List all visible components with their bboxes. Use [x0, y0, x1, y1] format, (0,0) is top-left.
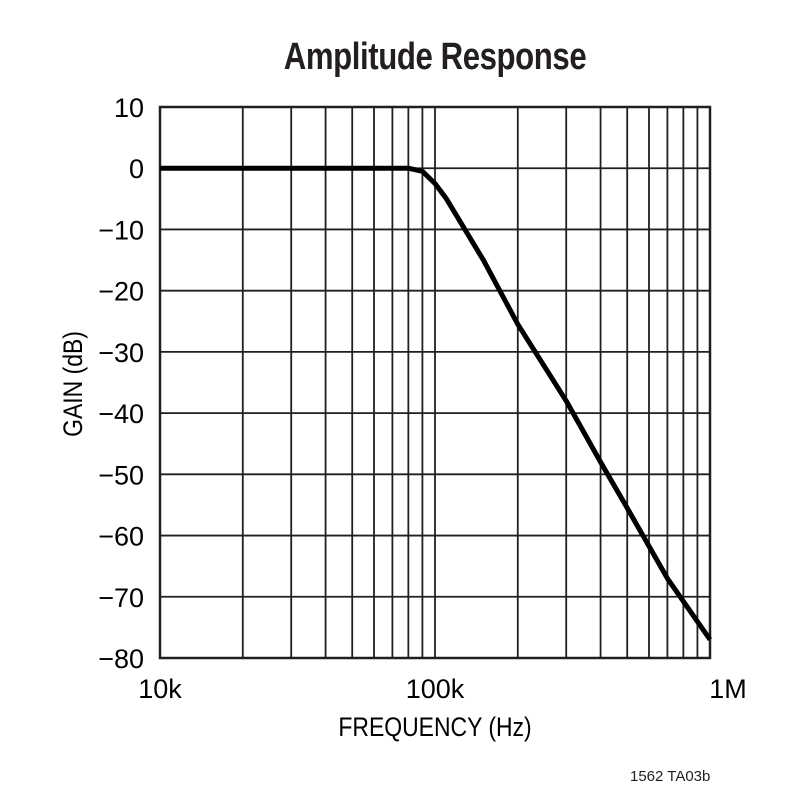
y-tick-label: −70: [98, 583, 144, 613]
y-tick-label: −10: [98, 215, 144, 245]
y-axis-label: GAIN (dB): [58, 331, 88, 437]
y-axis-ticks: 10 0 −10 −20 −30 −40 −50 −60 −70 −80: [98, 93, 144, 674]
chart-title: Amplitude Response: [283, 36, 587, 78]
y-tick-label: 10: [114, 93, 144, 123]
y-tick-label: −40: [98, 399, 144, 429]
x-tick-label: 10k: [138, 674, 182, 704]
y-tick-label: −20: [98, 277, 144, 307]
grid-lines: [159, 106, 710, 659]
x-tick-label: 100k: [406, 674, 465, 704]
x-axis-label: FREQUENCY (Hz): [338, 712, 531, 742]
figure-code: 1562 TA03b: [630, 768, 711, 785]
y-tick-label: −30: [98, 338, 144, 368]
y-tick-label: −80: [98, 644, 144, 674]
x-tick-label: 1M: [709, 674, 747, 704]
x-axis-ticks: 10k 100k 1M: [138, 674, 747, 704]
gain-curve: [160, 165, 713, 642]
y-tick-label: −50: [98, 460, 144, 490]
y-tick-label: 0: [129, 154, 144, 184]
plot-frame: [158, 105, 712, 660]
y-tick-label: −60: [98, 522, 144, 552]
